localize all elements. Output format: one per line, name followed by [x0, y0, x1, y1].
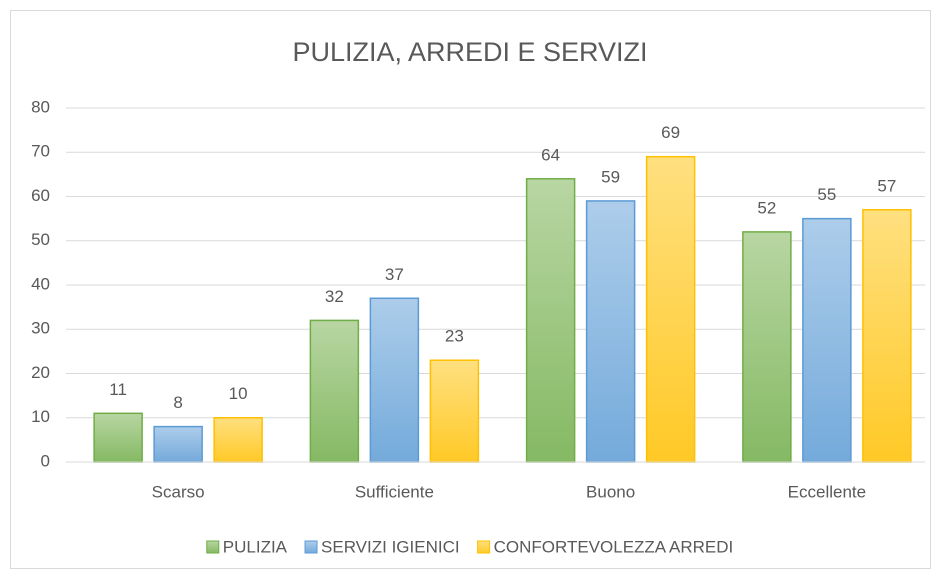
legend-label: SERVIZI IGIENICI — [321, 537, 460, 556]
y-tick-label: 20 — [31, 363, 50, 382]
data-label: 23 — [445, 327, 464, 346]
data-label: 64 — [541, 145, 560, 164]
y-tick-label: 50 — [31, 230, 50, 249]
y-tick-label: 80 — [31, 97, 50, 116]
data-label: 32 — [325, 287, 344, 306]
bar — [93, 412, 143, 463]
bar — [153, 425, 203, 463]
legend-swatch — [206, 540, 220, 554]
bar — [742, 231, 792, 463]
data-label: 10 — [229, 384, 248, 403]
data-label: 55 — [817, 185, 836, 204]
chart-title: PULIZIA, ARREDI E SERVIZI — [292, 37, 647, 67]
bar — [429, 359, 480, 463]
y-tick-label: 30 — [31, 319, 50, 338]
y-tick-label: 40 — [31, 274, 50, 293]
bar — [369, 297, 420, 463]
y-tick-label: 70 — [31, 142, 50, 161]
data-label: 52 — [757, 198, 776, 217]
bar — [525, 178, 576, 463]
legend-swatch — [304, 540, 318, 554]
data-label: 11 — [109, 380, 127, 399]
x-tick-label: Scarso — [152, 482, 205, 501]
x-tick-label: Buono — [586, 482, 635, 501]
data-label: 69 — [661, 123, 680, 142]
legend-label: CONFORTEVOLEZZA ARREDI — [494, 537, 734, 556]
x-tick-label: Eccellente — [788, 482, 866, 501]
data-label: 59 — [601, 167, 620, 186]
data-label: 57 — [877, 176, 896, 195]
bar — [645, 155, 696, 463]
legend-label: PULIZIA — [223, 537, 288, 556]
bar — [213, 417, 263, 463]
y-tick-label: 0 — [41, 451, 50, 470]
data-label: 37 — [385, 265, 404, 284]
x-tick-label: Sufficiente — [355, 482, 434, 501]
bar — [309, 319, 360, 463]
data-label: 8 — [173, 393, 182, 412]
bar — [585, 200, 636, 463]
bar — [802, 217, 852, 463]
y-tick-label: 10 — [31, 407, 50, 426]
bar — [862, 209, 912, 463]
legend-swatch — [477, 540, 491, 554]
y-tick-label: 60 — [31, 186, 50, 205]
